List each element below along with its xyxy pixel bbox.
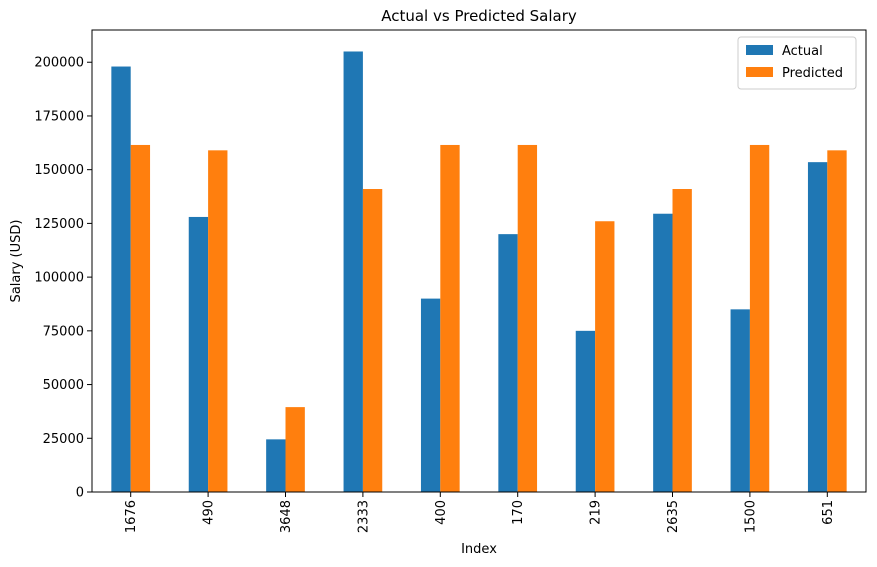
y-tick-label: 0 [76, 486, 84, 501]
x-tick-label: 219 [589, 500, 604, 525]
x-tick-label: 1676 [124, 500, 139, 533]
x-tick-label: 170 [511, 500, 526, 525]
bar-predicted-490 [208, 150, 228, 492]
y-tick-label: 150000 [34, 163, 84, 178]
x-tick-label: 651 [821, 500, 836, 525]
y-tick-label: 25000 [43, 432, 84, 447]
x-tick-label: 3648 [279, 500, 294, 533]
x-axis-title: Index [461, 542, 497, 557]
bar-predicted-219 [595, 221, 615, 492]
bar-actual-219 [575, 330, 596, 492]
bar-predicted-2635 [672, 189, 692, 492]
bar-predicted-3648 [285, 407, 305, 492]
legend-label-actual: Actual [782, 44, 823, 59]
bar-actual-2635 [653, 213, 673, 492]
bar-predicted-400 [440, 144, 460, 493]
bar-predicted-1676 [130, 144, 151, 493]
bar-actual-490 [188, 216, 209, 492]
bar-actual-651 [807, 162, 828, 492]
x-tick-label: 400 [434, 500, 449, 525]
bar-predicted-1500 [749, 144, 770, 493]
bar-actual-1676 [111, 66, 131, 492]
plot-frame [91, 29, 867, 493]
bar-actual-3648 [266, 439, 286, 492]
bar-predicted-651 [827, 150, 847, 492]
bar-predicted-170 [517, 144, 538, 493]
bar-actual-2333 [343, 51, 363, 492]
x-tick-label: 2333 [356, 500, 371, 533]
bar-actual-400 [420, 298, 441, 492]
y-tick-label: 75000 [43, 324, 84, 339]
y-axis: 0 25000 50000 75000 100000 125000 150000 175000… [34, 56, 92, 501]
y-tick-label: 175000 [34, 109, 84, 124]
y-tick-label: 200000 [34, 56, 84, 71]
legend: Actual Predicted [737, 36, 857, 90]
bar-predicted-2333 [362, 189, 383, 492]
legend-swatch-actual [746, 45, 773, 55]
legend-swatch-predicted [746, 67, 773, 77]
y-tick-label: 100000 [34, 271, 84, 286]
x-tick-label: 2635 [666, 500, 681, 533]
x-axis: 1676 490 3648 2333 400 170 219 2635 1500 651 [124, 492, 836, 533]
y-tick-label: 125000 [34, 217, 84, 232]
y-axis-title: Salary (USD) [9, 220, 24, 303]
bars-group [111, 51, 847, 493]
legend-label-predicted: Predicted [782, 66, 843, 81]
x-tick-label: 1500 [743, 500, 758, 533]
bar-actual-170 [498, 234, 518, 493]
bar-actual-1500 [730, 309, 750, 492]
y-tick-label: 50000 [43, 378, 84, 393]
chart-title: Actual vs Predicted Salary [381, 7, 577, 25]
x-tick-label: 490 [202, 500, 217, 525]
